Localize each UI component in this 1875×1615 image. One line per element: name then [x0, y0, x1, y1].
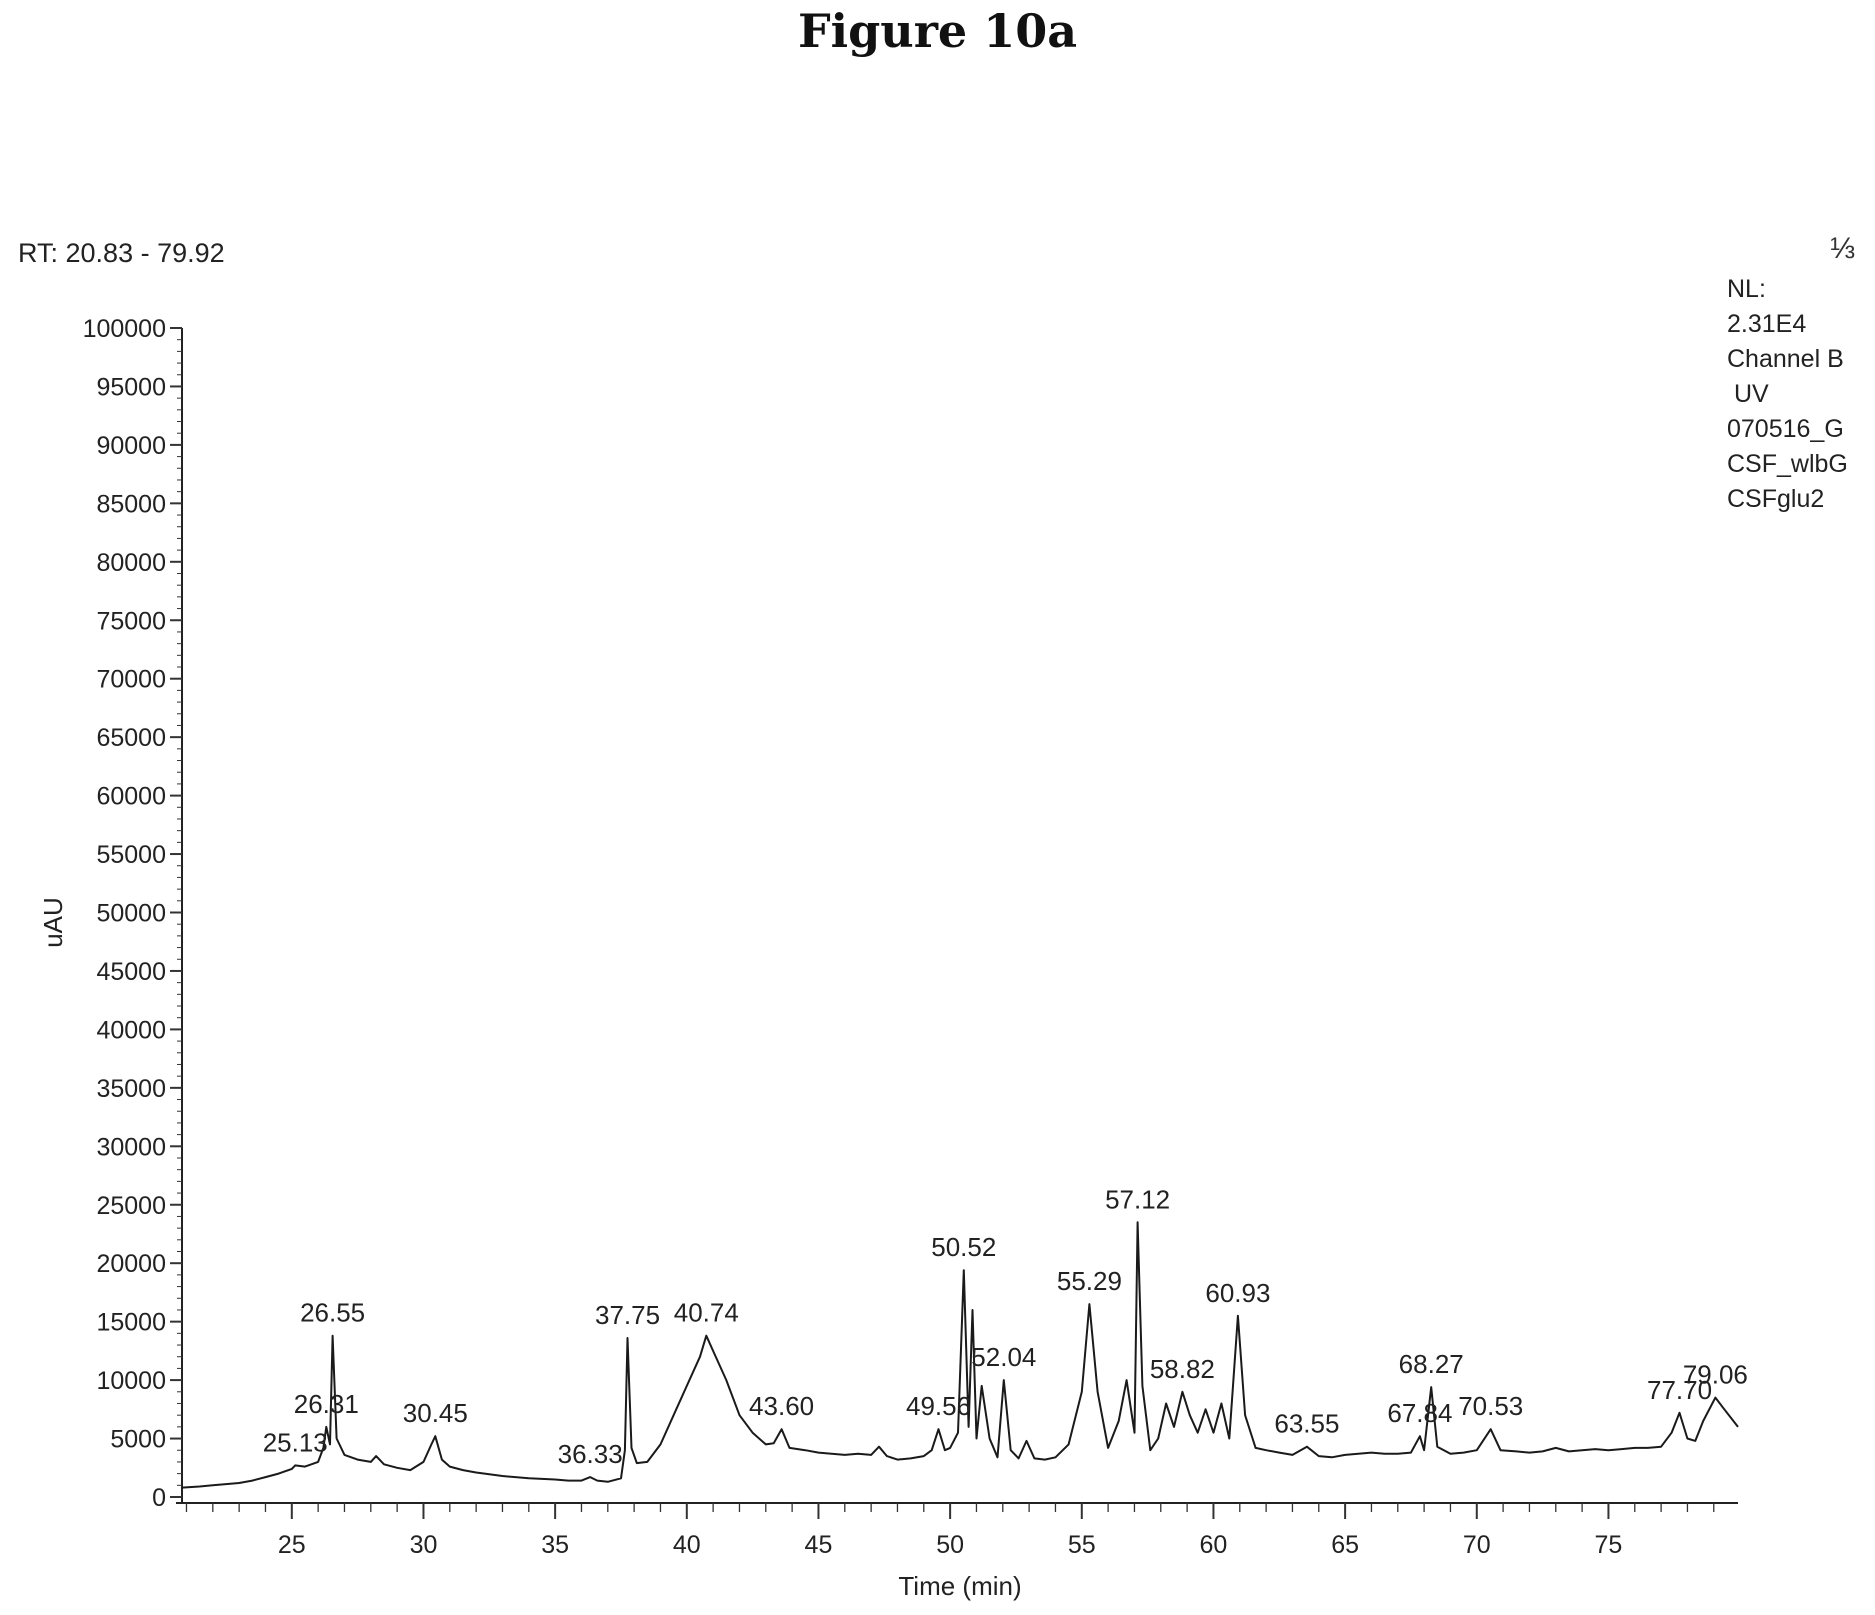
peak-label: 77.70 — [1647, 1375, 1712, 1405]
x-tick-label: 30 — [410, 1531, 438, 1559]
peak-label: 55.29 — [1057, 1266, 1122, 1296]
info-line: 070516_G — [1727, 415, 1844, 443]
peak-label: 26.55 — [300, 1298, 365, 1328]
y-tick-label: 30000 — [96, 1133, 166, 1161]
info-line: CSFglu2 — [1727, 485, 1825, 513]
figure-title: Figure 10a — [797, 4, 1078, 58]
y-tick-label: 10000 — [96, 1367, 166, 1395]
rt-range-label: RT: 20.83 - 79.92 — [18, 238, 225, 268]
x-tick-label: 45 — [805, 1531, 833, 1559]
y-tick-label: 60000 — [96, 783, 166, 811]
y-tick-label: 85000 — [96, 490, 166, 518]
y-tick-label: 5000 — [110, 1426, 166, 1454]
peak-label: 63.55 — [1274, 1409, 1339, 1439]
y-axis-ticks: 0 5000 10000 15000 20000 25000 30000 35000 40000… — [83, 315, 182, 1512]
peak-label: 57.12 — [1105, 1184, 1170, 1214]
y-tick-label: 55000 — [96, 841, 166, 869]
x-axis-ticks: 25 30 35 40 45 50 55 60 65 70 75 — [185, 1503, 1715, 1559]
peak-label: 40.74 — [674, 1298, 739, 1328]
chart-axes — [176, 328, 1738, 1504]
info-line: CSF_wlbG — [1727, 450, 1848, 478]
y-tick-label: 50000 — [96, 900, 166, 928]
x-tick-label: 50 — [936, 1531, 964, 1559]
pin-icon[interactable]: ⅓ — [1829, 232, 1855, 265]
y-tick-label: 35000 — [96, 1075, 166, 1103]
peak-label: 49.56 — [906, 1391, 971, 1421]
peak-label: 52.04 — [971, 1342, 1036, 1372]
x-tick-label: 55 — [1068, 1531, 1096, 1559]
y-tick-label: 70000 — [96, 666, 166, 694]
x-tick-label: 40 — [673, 1531, 701, 1559]
peak-label: 43.60 — [749, 1391, 814, 1421]
peak-label: 68.27 — [1399, 1349, 1464, 1379]
y-tick-label: 0 — [152, 1484, 166, 1512]
y-tick-label: 100000 — [83, 315, 166, 343]
peak-label: 25.13 — [263, 1427, 328, 1457]
y-tick-label: 20000 — [96, 1250, 166, 1278]
y-axis-title: uAU — [38, 897, 68, 948]
x-tick-label: 35 — [541, 1531, 569, 1559]
trace-series — [181, 1221, 1739, 1489]
peak-label: 60.93 — [1205, 1278, 1270, 1308]
info-line: UV — [1727, 380, 1769, 408]
info-line: NL: — [1727, 275, 1766, 303]
x-tick-label: 65 — [1331, 1531, 1359, 1559]
y-tick-label: 75000 — [96, 607, 166, 635]
y-tick-label: 45000 — [96, 958, 166, 986]
peak-label: 26.31 — [294, 1389, 359, 1419]
trace-line — [181, 1221, 1739, 1489]
peak-labels: 25.13 26.31 26.55 30.45 36.33 37.75 40.74 43.60… — [263, 1184, 1748, 1469]
y-tick-label: 90000 — [96, 432, 166, 460]
peak-label: 30.45 — [403, 1398, 468, 1428]
y-tick-label: 40000 — [96, 1016, 166, 1044]
peak-label: 67.84 — [1387, 1398, 1452, 1428]
y-tick-label: 95000 — [96, 373, 166, 401]
info-line: Channel B — [1727, 345, 1844, 373]
x-tick-label: 60 — [1200, 1531, 1228, 1559]
y-tick-label: 80000 — [96, 549, 166, 577]
peak-label: 79.06 — [1683, 1360, 1748, 1390]
x-tick-label: 25 — [278, 1531, 306, 1559]
x-tick-label: 70 — [1463, 1531, 1491, 1559]
y-tick-label: 25000 — [96, 1192, 166, 1220]
x-tick-label: 75 — [1595, 1531, 1623, 1559]
peak-label: 50.52 — [931, 1232, 996, 1262]
trace-info-block: NL: 2.31E4 Channel B UV 070516_G CSF_wlb… — [1727, 272, 1848, 517]
x-axis-title: Time (min) — [898, 1571, 1021, 1601]
y-tick-label: 65000 — [96, 724, 166, 752]
peak-label: 37.75 — [595, 1300, 660, 1330]
info-line: 2.31E4 — [1727, 310, 1807, 338]
peak-label: 36.33 — [558, 1439, 623, 1469]
peak-label: 58.82 — [1150, 1354, 1215, 1384]
y-tick-label: 15000 — [96, 1309, 166, 1337]
peak-label: 70.53 — [1458, 1391, 1523, 1421]
